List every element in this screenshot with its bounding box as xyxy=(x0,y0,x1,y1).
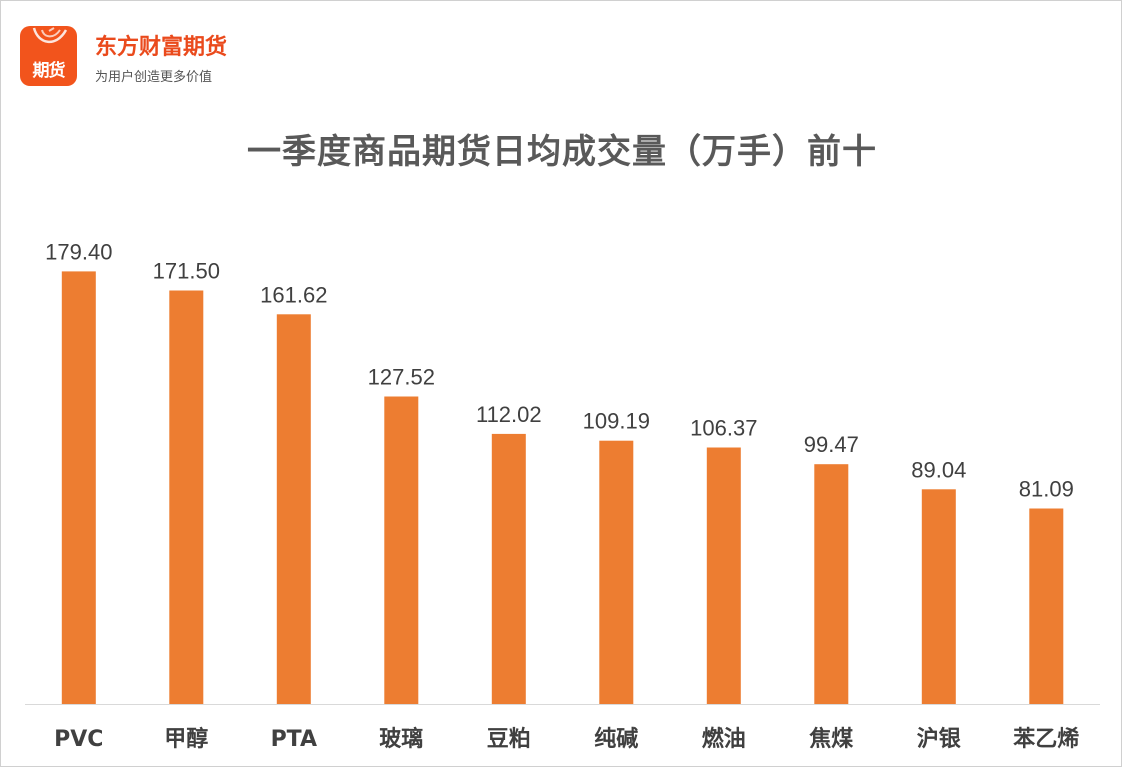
category-label-1: 甲醇 xyxy=(164,726,208,752)
bar-4 xyxy=(491,433,526,704)
bar-2 xyxy=(276,314,311,704)
logo-text: 期货 xyxy=(32,61,66,81)
category-label-5: 纯碱 xyxy=(594,726,638,752)
value-label-3: 127.52 xyxy=(368,365,435,390)
category-label-7: 焦煤 xyxy=(808,726,853,752)
category-label-2: PTA xyxy=(271,727,317,752)
value-label-5: 109.19 xyxy=(583,409,650,434)
value-label-8: 89.04 xyxy=(911,457,966,482)
category-label-4: 豆粕 xyxy=(487,726,531,752)
category-label-6: 燃油 xyxy=(702,726,746,752)
value-label-4: 112.02 xyxy=(476,402,542,427)
brand-slogan: 为用户创造更多价值 xyxy=(95,70,213,85)
category-label-0: PVC xyxy=(54,727,103,752)
bar-9 xyxy=(1029,508,1064,704)
value-label-0: 179.40 xyxy=(45,239,112,264)
value-label-6: 106.37 xyxy=(690,416,757,441)
bar-7 xyxy=(814,464,849,704)
bar-5 xyxy=(599,440,634,704)
value-label-1: 171.50 xyxy=(153,259,220,284)
value-label-9: 81.09 xyxy=(1019,477,1074,502)
bar-3 xyxy=(384,396,419,704)
bar-0 xyxy=(61,271,96,704)
category-label-3: 玻璃 xyxy=(379,726,423,752)
logo-swoosh-icon xyxy=(32,27,68,43)
bar-6 xyxy=(706,447,741,704)
brand-logo: 期货 xyxy=(20,26,77,86)
chart-title: 一季度商品期货日均成交量（万手）前十 xyxy=(247,132,877,172)
category-label-8: 沪银 xyxy=(917,726,962,752)
bar-8 xyxy=(921,489,956,704)
value-label-7: 99.47 xyxy=(804,432,859,457)
brand-name: 东方财富期货 xyxy=(95,35,228,60)
category-label-9: 苯乙烯 xyxy=(1012,726,1079,752)
bar-1 xyxy=(169,290,204,704)
value-label-2: 161.62 xyxy=(260,282,327,307)
